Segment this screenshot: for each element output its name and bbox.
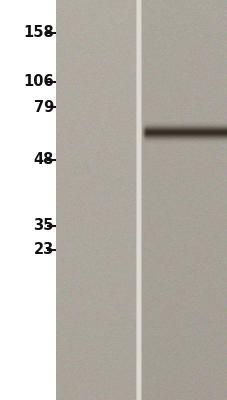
Text: 23: 23 bbox=[33, 242, 54, 258]
Text: 106: 106 bbox=[23, 74, 54, 90]
Text: 158: 158 bbox=[23, 25, 54, 40]
Text: 35: 35 bbox=[33, 218, 54, 234]
Text: 79: 79 bbox=[33, 100, 54, 115]
Text: 48: 48 bbox=[33, 152, 54, 168]
